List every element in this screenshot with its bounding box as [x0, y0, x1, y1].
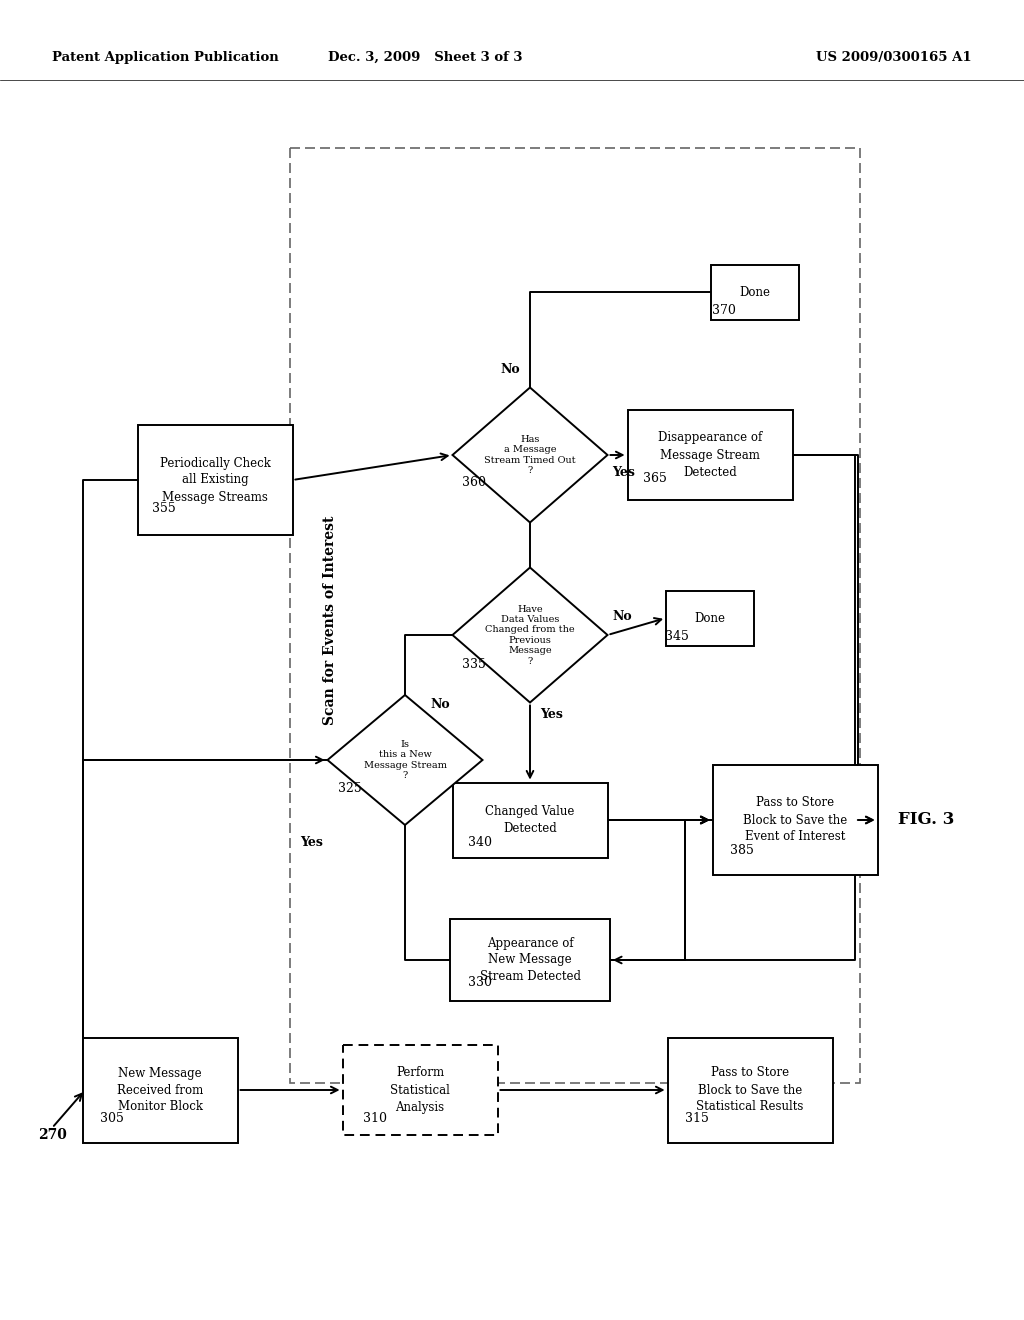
Text: 315: 315 [685, 1111, 709, 1125]
Bar [666, 590, 754, 645]
Text: 305: 305 [100, 1111, 124, 1125]
Text: New Message
Received from
Monitor Block: New Message Received from Monitor Block [117, 1067, 203, 1114]
Text: Appearance of
New Message
Stream Detected: Appearance of New Message Stream Detecte… [479, 936, 581, 983]
Text: Dec. 3, 2009   Sheet 3 of 3: Dec. 3, 2009 Sheet 3 of 3 [328, 50, 522, 63]
Text: Patent Application Publication: Patent Application Publication [52, 50, 279, 63]
Bar [290, 148, 860, 1082]
Bar [711, 264, 799, 319]
Text: 340: 340 [468, 837, 492, 850]
Bar [83, 1038, 238, 1143]
Polygon shape [328, 696, 482, 825]
Text: Yes: Yes [300, 837, 323, 850]
Text: Disappearance of
Message Stream
Detected: Disappearance of Message Stream Detected [657, 432, 762, 479]
Bar [342, 1045, 498, 1135]
Text: Changed Value
Detected: Changed Value Detected [485, 805, 574, 836]
Polygon shape [453, 568, 607, 702]
Bar [450, 919, 610, 1001]
Bar [137, 425, 293, 535]
Text: Done: Done [739, 285, 770, 298]
Text: Yes: Yes [540, 708, 563, 721]
Text: Pass to Store
Block to Save the
Event of Interest: Pass to Store Block to Save the Event of… [742, 796, 847, 843]
Text: 270: 270 [38, 1129, 67, 1142]
Text: Pass to Store
Block to Save the
Statistical Results: Pass to Store Block to Save the Statisti… [696, 1067, 804, 1114]
Text: No: No [612, 610, 632, 623]
Text: Is
this a New
Message Stream
?: Is this a New Message Stream ? [364, 741, 446, 780]
Text: No: No [430, 698, 450, 711]
Text: 310: 310 [362, 1111, 387, 1125]
Text: 345: 345 [665, 630, 689, 643]
Text: 365: 365 [643, 471, 667, 484]
Text: Scan for Events of Interest: Scan for Events of Interest [323, 515, 337, 725]
Text: Yes: Yes [612, 466, 635, 479]
Polygon shape [453, 388, 607, 523]
Text: Periodically Check
all Existing
Message Streams: Periodically Check all Existing Message … [160, 457, 270, 503]
Bar [668, 1038, 833, 1143]
Text: 325: 325 [338, 781, 361, 795]
Text: FIG. 3: FIG. 3 [898, 812, 954, 829]
Bar [453, 783, 607, 858]
Text: Have
Data Values
Changed from the
Previous
Message
?: Have Data Values Changed from the Previo… [485, 605, 574, 665]
Text: Has
a Message
Stream Timed Out
?: Has a Message Stream Timed Out ? [484, 434, 575, 475]
Text: 370: 370 [712, 304, 736, 317]
Text: US 2009/0300165 A1: US 2009/0300165 A1 [816, 50, 972, 63]
Text: Done: Done [694, 611, 725, 624]
Text: No: No [500, 363, 520, 376]
Text: 330: 330 [468, 975, 492, 989]
Text: 355: 355 [152, 502, 176, 515]
Text: 335: 335 [462, 659, 485, 672]
Text: Perform
Statistical
Analysis: Perform Statistical Analysis [390, 1067, 450, 1114]
Text: 385: 385 [730, 843, 754, 857]
Text: 360: 360 [462, 477, 486, 490]
Bar [628, 411, 793, 500]
Bar [713, 766, 878, 875]
